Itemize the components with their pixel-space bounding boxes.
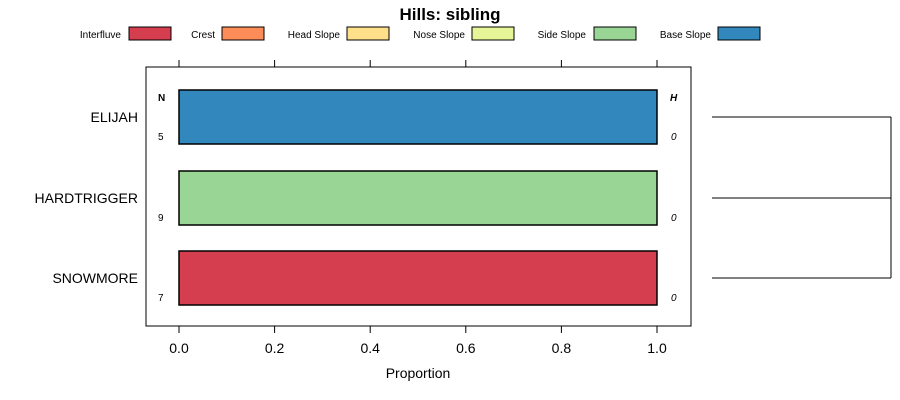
n-header: N [158,93,165,104]
n-value: 7 [158,293,164,304]
x-tick-label: 0.8 [552,340,572,356]
category-label-elijah: ELIJAH [91,109,138,125]
legend: Interfluve Crest Head Slope Nose Slope Side … [80,26,761,41]
legend-swatch-nose-slope [471,26,515,41]
h-value: 0 [671,293,677,304]
category-label-hardtrigger: HARDTRIGGER [35,190,138,206]
legend-label-nose-slope: Nose Slope [413,30,465,41]
bars [178,89,658,306]
dendrogram [712,116,892,279]
h-value: 0 [671,213,677,224]
category-labels: ELIJAH HARDTRIGGER SNOWMORE [35,109,138,286]
x-tick-label: 1.0 [647,340,667,356]
legend-swatch-head-slope [346,26,390,41]
bar-hardtrigger-side-slope [178,170,658,226]
legend-swatch-crest [221,26,265,41]
n-value: 9 [158,213,164,224]
legend-swatch-side-slope [593,26,637,41]
category-label-snowmore: SNOWMORE [52,270,138,286]
annotations: N H 5 9 7 0 0 0 [158,93,678,304]
legend-label-base-slope: Base Slope [660,30,712,41]
x-axis: 0.0 0.2 0.4 0.6 0.8 1.0 [169,60,667,356]
x-tick-label: 0.6 [456,340,476,356]
x-tick-label: 0.4 [360,340,380,356]
plot-frame [145,66,692,327]
bar-snowmore-interfluve [178,250,658,306]
legend-label-side-slope: Side Slope [538,30,587,41]
bar-elijah-base-slope [178,89,658,145]
legend-swatch-interfluve [128,26,172,41]
legend-label-interfluve: Interfluve [80,30,122,41]
h-header: H [670,93,678,104]
x-axis-title: Proportion [386,365,451,381]
x-tick-label: 0.0 [169,340,189,356]
chart-title: Hills: sibling [399,5,500,24]
x-tick-label: 0.2 [265,340,285,356]
legend-swatch-base-slope [717,26,761,41]
h-value: 0 [671,132,677,143]
n-value: 5 [158,132,164,143]
legend-label-head-slope: Head Slope [288,30,341,41]
legend-label-crest: Crest [191,30,215,41]
